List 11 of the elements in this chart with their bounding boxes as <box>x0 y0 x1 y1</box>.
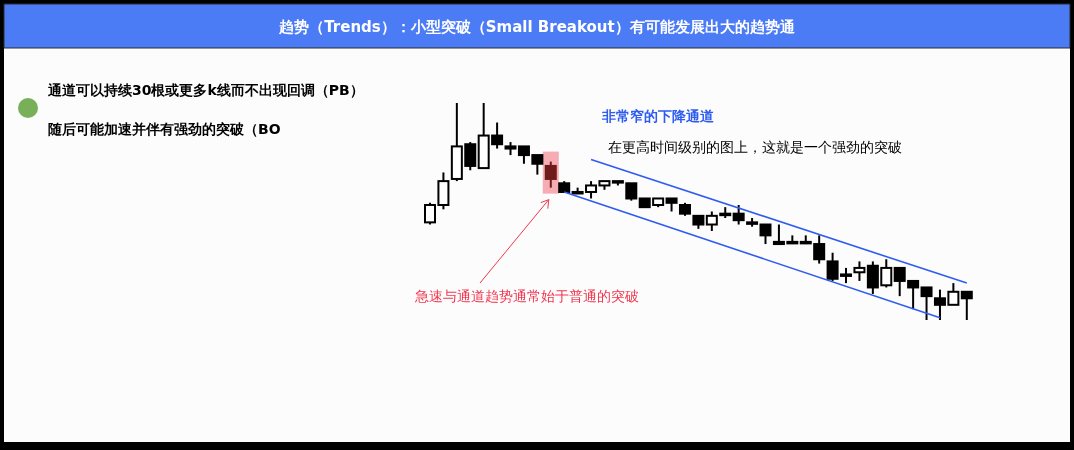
text: 非常窄的下降通道 <box>601 108 716 125</box>
text: 通道可以持续30根或更多k线而不出现回调（PB） <box>47 82 364 98</box>
candlestick <box>960 290 973 321</box>
candlestick <box>759 223 772 246</box>
annotation: 急速与通道趋势通常始于普通的突破 <box>414 288 639 304</box>
text: 随后可能加速并伴有强劲的突破（BO <box>48 121 281 137</box>
candlestick <box>920 286 933 321</box>
annotation: 在更高时间级别的图上，这就是一个强劲的突破 <box>608 139 902 155</box>
candlestick <box>853 260 866 282</box>
chart-title: 趋势（Trends）：小型突破（Small Breakout）有可能发展出大的趋势通 <box>278 18 796 36</box>
candlestick <box>732 203 745 226</box>
